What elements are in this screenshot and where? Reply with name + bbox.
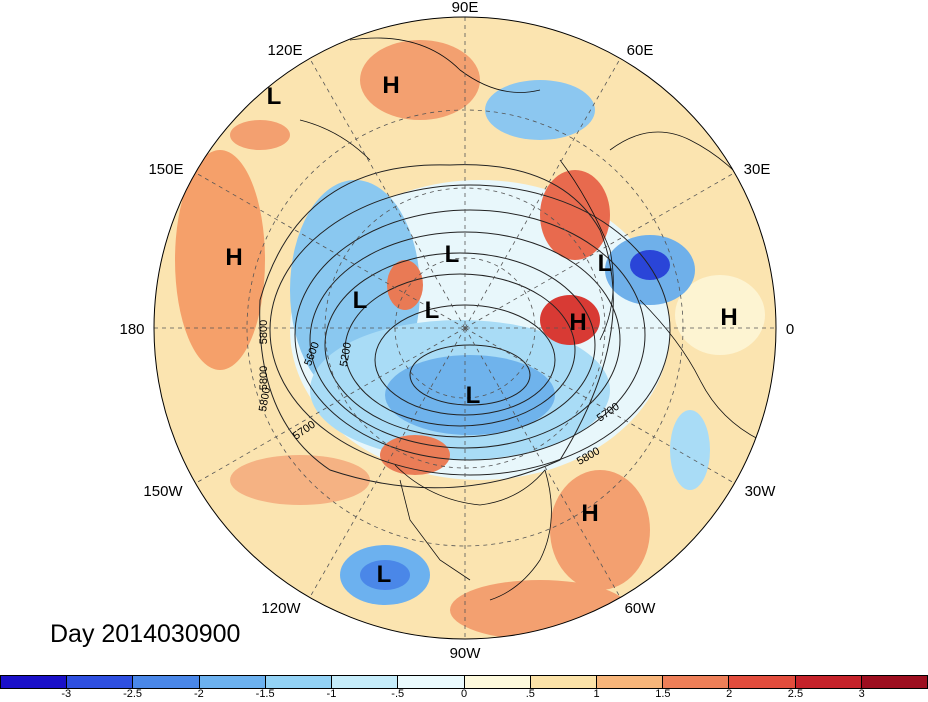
colorbar-tick-label: -.5 [391, 688, 405, 700]
colorbar-tick-label: -1 [326, 688, 337, 700]
graticule [154, 17, 776, 639]
pressure-center-label: H [581, 500, 598, 527]
colorbar-tick-label: -3 [61, 688, 72, 700]
lon-label: 120W [261, 600, 301, 617]
colorbar-tick-label: -2 [193, 688, 204, 700]
colorbar-swatch [795, 676, 862, 688]
lon-label: 90E [452, 0, 479, 16]
map-title: Day 2014030900 [50, 620, 241, 648]
colorbar-swatch [596, 676, 664, 688]
pressure-center-label: L [377, 561, 392, 588]
colorbar-tick-label: 1.5 [655, 688, 671, 700]
lon-label: 90W [450, 645, 482, 662]
lon-label: 120E [267, 42, 302, 59]
lon-label: 0 [786, 321, 794, 338]
colorbar-tick-label: -1.5 [255, 688, 275, 700]
lon-label: 180 [119, 321, 144, 338]
contour-label: 5200 [338, 341, 354, 367]
colorbar-swatch [530, 676, 597, 688]
lon-label: 30E [744, 161, 771, 178]
lon-label: 60W [625, 600, 657, 617]
pressure-center-label: L [598, 250, 613, 277]
anomaly-shading [175, 40, 765, 639]
pressure-center-label: H [382, 72, 399, 99]
colorbar-swatch [199, 676, 266, 688]
pressure-center-label: H [569, 309, 586, 336]
lon-label: 30W [745, 483, 777, 500]
colorbar-tick-label: 1 [593, 688, 600, 700]
colorbar [0, 675, 928, 689]
pressure-center-label: H [225, 244, 242, 271]
map-border [153, 16, 777, 640]
colorbar-tick-label: 3 [858, 688, 865, 700]
pressure-center-label: L [466, 382, 481, 409]
pressure-center-label: L [425, 297, 440, 324]
colorbar-tick-label: .5 [525, 688, 535, 700]
colorbar-swatch [398, 676, 465, 688]
lon-label: 60E [627, 42, 654, 59]
pressure-center-label: L [445, 241, 460, 268]
contour-label: 5800 [257, 386, 273, 412]
pressure-center-label: L [353, 287, 368, 314]
colorbar-swatch [663, 676, 730, 688]
colorbar-swatch [464, 676, 531, 688]
pressure-center-label: L [267, 83, 282, 110]
pressure-center-label: H [720, 304, 737, 331]
colorbar-swatch [133, 676, 200, 688]
lon-label: 150W [143, 483, 183, 500]
colorbar-tick-label: 2 [726, 688, 733, 700]
contour-label: 5800 [258, 320, 270, 344]
contour-label: 5800 [258, 366, 270, 390]
coastlines [299, 37, 761, 601]
lon-label: 150E [148, 161, 183, 178]
colorbar-tick-label: -2.5 [123, 688, 143, 700]
colorbar-swatch [861, 676, 928, 688]
colorbar-tick-label: 2.5 [787, 688, 804, 700]
colorbar-swatch [67, 676, 134, 688]
colorbar-swatch [265, 676, 333, 688]
colorbar-swatch [332, 676, 399, 688]
colorbar-swatch [1, 676, 68, 688]
colorbar-swatch [729, 676, 796, 688]
height-contours [259, 164, 671, 489]
colorbar-tick-label: 0 [460, 688, 468, 700]
